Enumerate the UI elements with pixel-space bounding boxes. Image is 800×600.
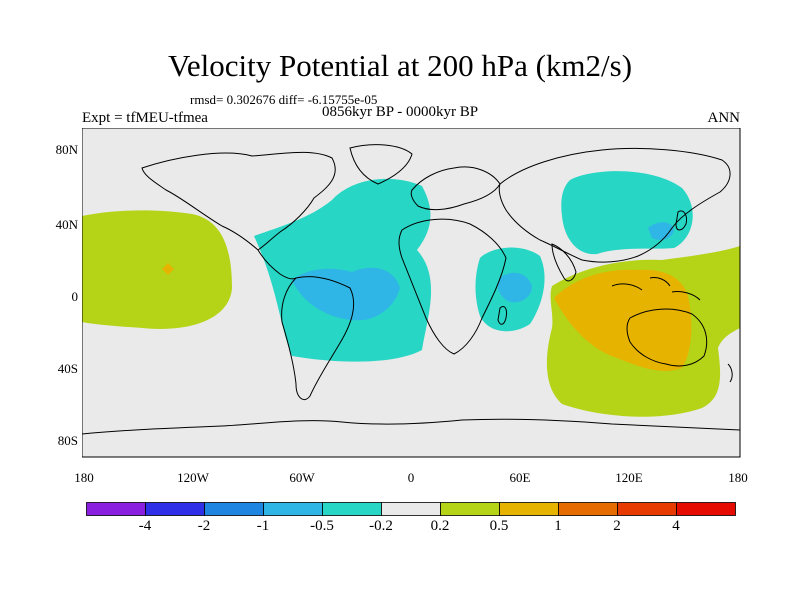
map-title: Velocity Potential at 200 hPa (km2/s)	[167, 48, 633, 83]
contour-neg05-asia	[648, 222, 674, 240]
lon-label-120e: 120E	[615, 470, 643, 485]
south-america-outline	[281, 276, 355, 400]
lat-label-80s: 80S	[57, 433, 78, 448]
colorbar-segment-10	[617, 502, 677, 516]
colorbar-segment-5	[322, 502, 382, 516]
lon-label-180e: 180	[728, 470, 748, 485]
colorbar-segment-1	[86, 502, 146, 516]
lon-label-120w: 120W	[177, 470, 209, 485]
antarctica-outline	[82, 418, 741, 435]
contour-neg05-africa	[498, 272, 532, 303]
lon-label-60w: 60W	[289, 470, 315, 485]
contour-pos05-pacific	[162, 263, 174, 275]
lon-label-0: 0	[407, 470, 415, 485]
colorbar-label-neg1: -1	[256, 518, 270, 534]
colorbar-segment-2	[145, 502, 205, 516]
colorbar-label-pos4: 4	[672, 518, 680, 534]
north-america-outline	[141, 151, 336, 251]
new-zealand-outline	[727, 363, 733, 383]
contour-neg02-asia	[561, 171, 693, 255]
japan-outline	[675, 210, 687, 231]
lon-label-60e: 60E	[509, 470, 531, 485]
lat-label-eq: 0	[71, 289, 79, 304]
colorbar-segment-3	[204, 502, 264, 516]
season-label: ANN	[707, 110, 741, 126]
colorbar-label-neg2: -2	[197, 518, 211, 534]
stats-text: rmsd= 0.302676 diff= -6.15755e-05	[190, 92, 378, 107]
greenland-outline	[349, 144, 413, 185]
colorbar-segment-4	[263, 502, 323, 516]
velocity-potential-map	[82, 128, 741, 458]
lat-label-40n: 40N	[55, 217, 78, 232]
colorbar-label-neg05: -0.5	[310, 518, 334, 534]
period-label: 0856kyr BP - 0000kyr BP	[322, 104, 479, 120]
contour-neg05-atlantic	[292, 267, 400, 321]
india-outline	[551, 243, 577, 282]
lon-label-180w: 180	[74, 470, 94, 485]
africa-outline	[398, 218, 507, 355]
colorbar-segment-7	[440, 502, 500, 516]
contour-pos02-pacific	[82, 210, 232, 329]
asia-outline	[498, 147, 731, 263]
experiment-label: Expt = tfMEU-tfmea	[82, 110, 208, 126]
colorbar-segment-9	[558, 502, 618, 516]
coastlines	[82, 144, 741, 435]
central-america-outline	[257, 249, 297, 280]
madagascar-outline	[497, 305, 507, 325]
colorbar	[86, 502, 736, 516]
colorbar-label-pos2: 2	[613, 518, 621, 534]
colorbar-label-neg4: -4	[138, 518, 152, 534]
colorbar-segment-11	[676, 502, 736, 516]
colorbar-label-pos05: 0.5	[489, 518, 509, 534]
map-frame	[82, 128, 741, 458]
colorbar-segment-8	[499, 502, 559, 516]
australia-outline	[626, 308, 708, 367]
colorbar-label-pos1: 1	[554, 518, 562, 534]
maritime-continent-outline	[611, 277, 701, 301]
europe-outline	[410, 166, 501, 211]
lat-label-40s: 40S	[57, 361, 78, 376]
lat-label-80n: 80N	[55, 142, 78, 157]
colorbar-label-neg02: -0.2	[369, 518, 393, 534]
colorbar-segment-6	[381, 502, 441, 516]
contour-pos05-australia	[554, 269, 692, 371]
colorbar-label-pos02: 0.2	[430, 518, 450, 534]
